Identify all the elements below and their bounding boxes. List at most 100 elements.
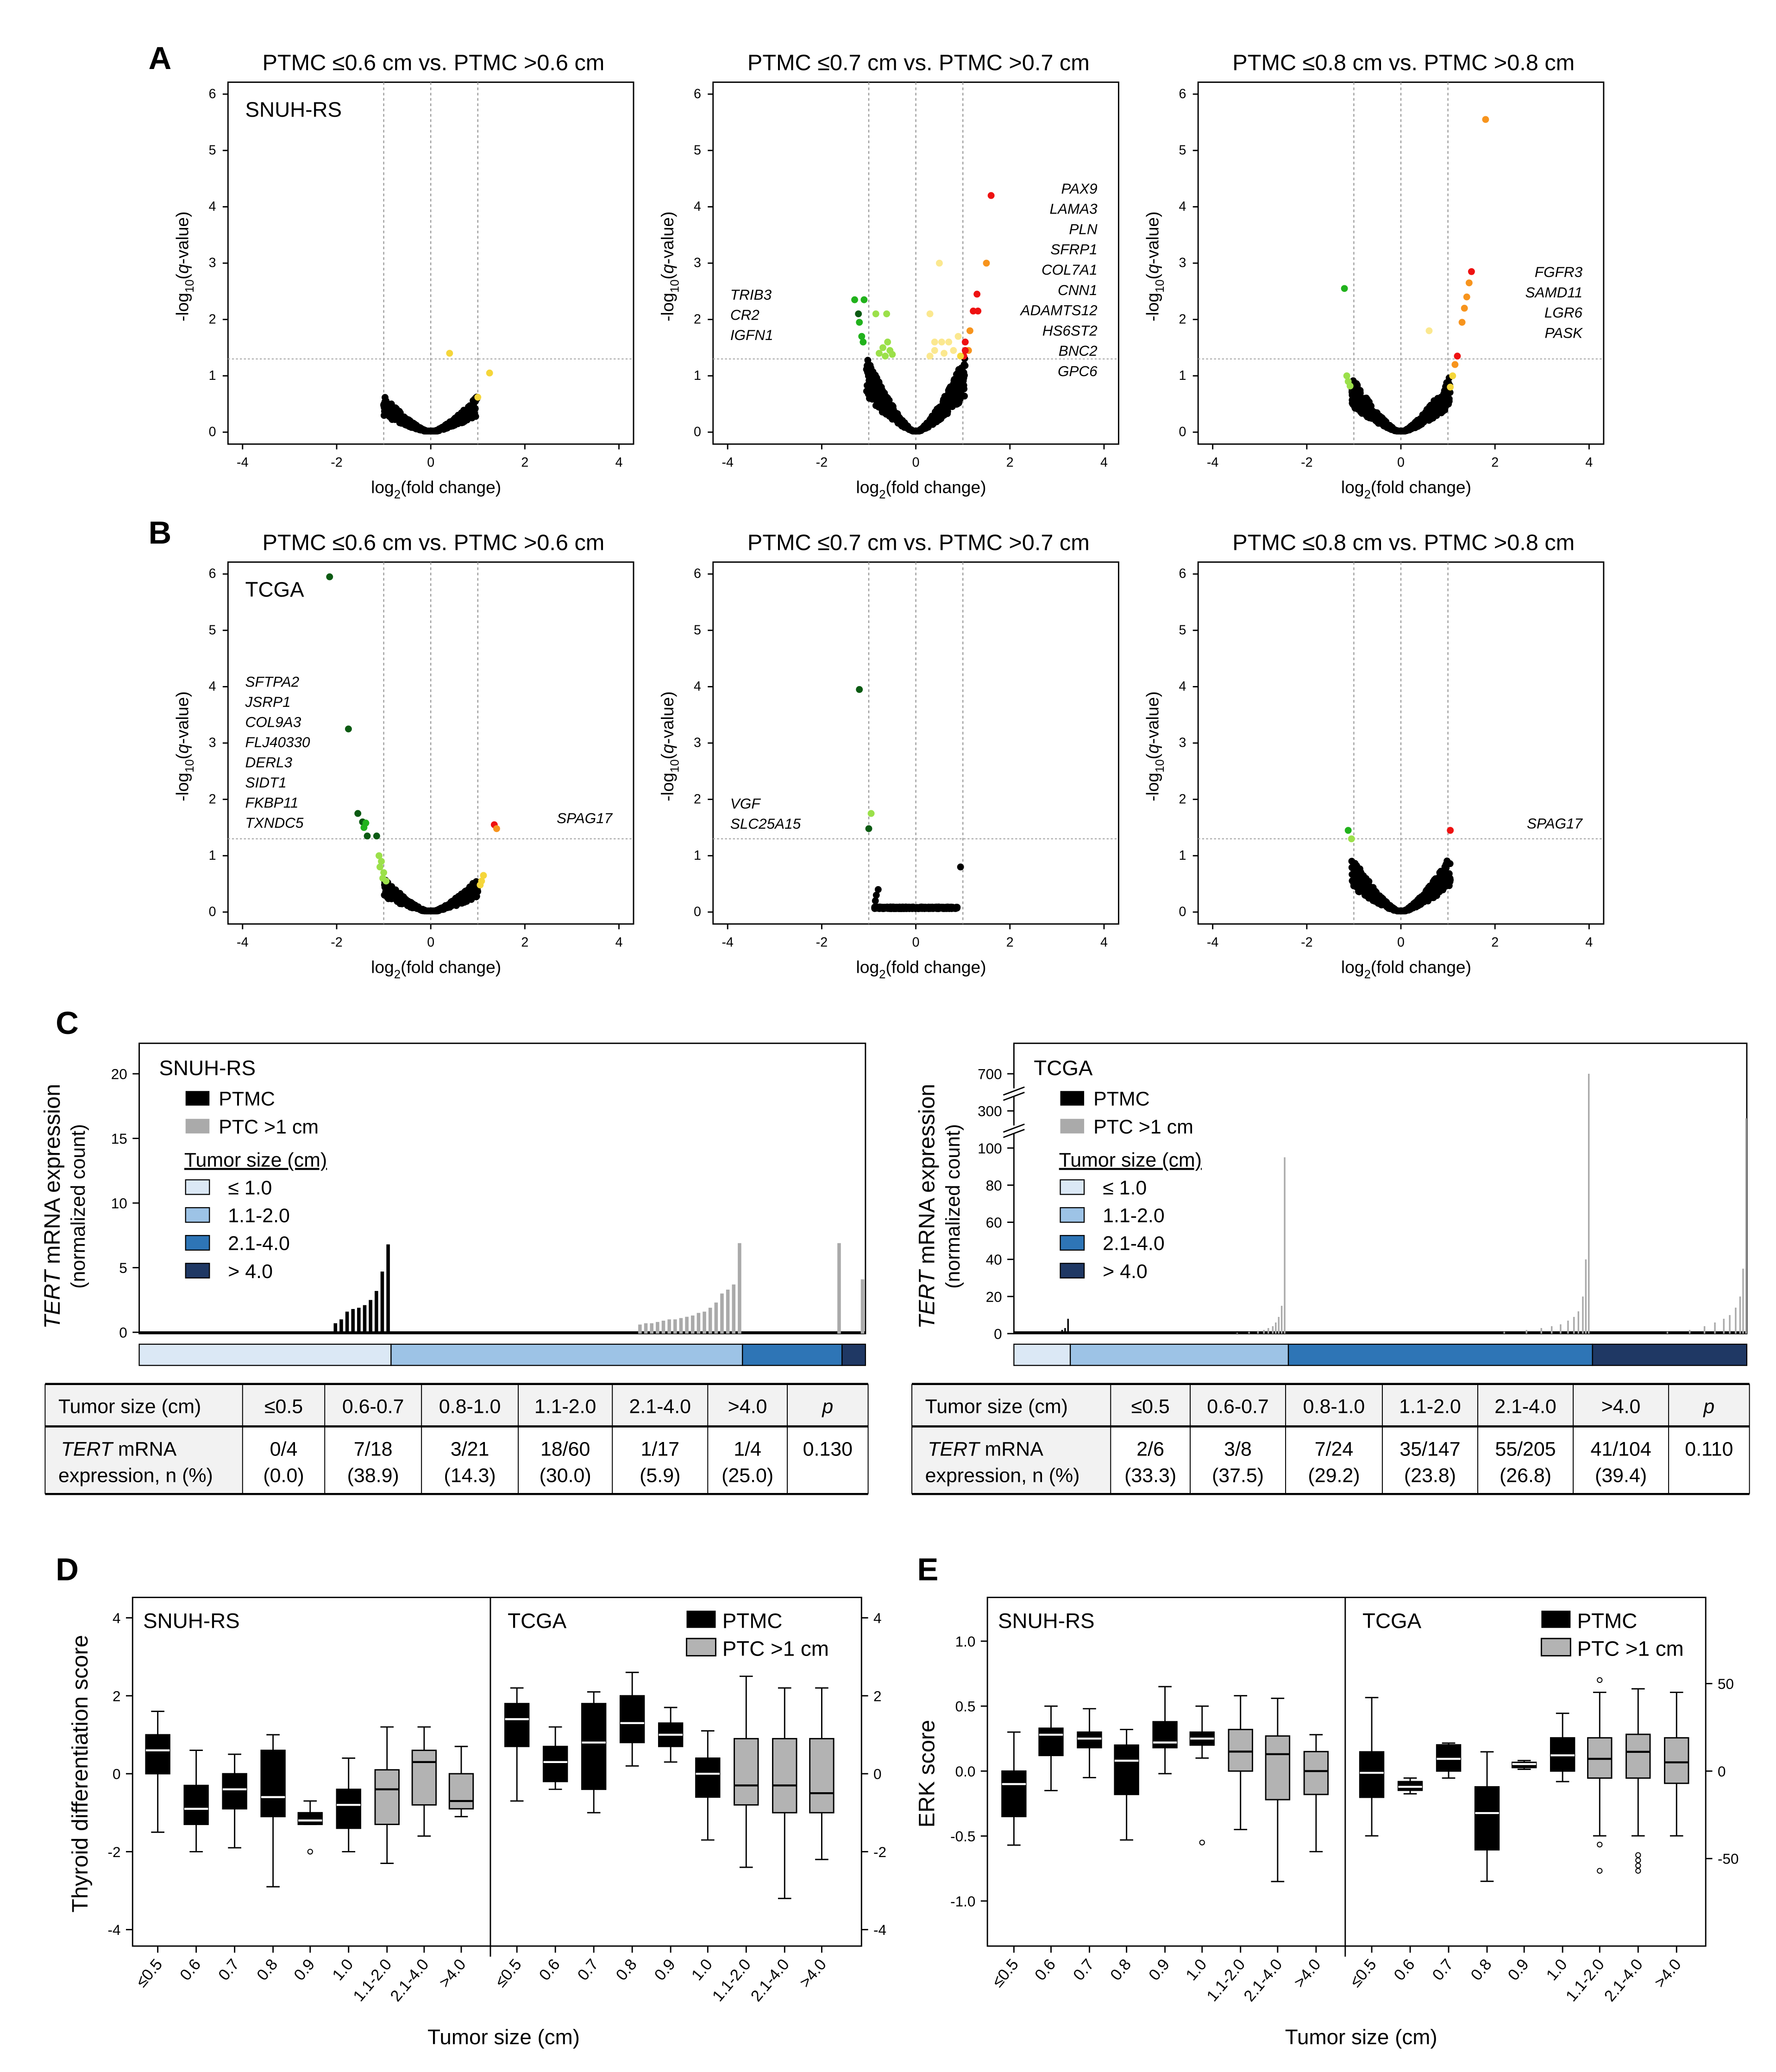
table-cell-percent: (14.3) — [444, 1464, 496, 1486]
significant-gene-point — [364, 832, 371, 840]
axis-break — [1003, 1125, 1025, 1134]
x-label-text: (fold change) — [1371, 957, 1471, 977]
x-axis-label: log2(fold change) — [856, 957, 986, 981]
ptc-box — [1265, 1735, 1291, 1801]
gene-label: COL7A1 — [1042, 262, 1098, 278]
gene-name: TERT — [915, 1269, 940, 1329]
table-header-cell: p — [821, 1396, 833, 1418]
ptmc-box — [1038, 1727, 1064, 1757]
legend-title: Tumor size (cm) — [1059, 1149, 1202, 1171]
x-tick-label: -2 — [331, 935, 342, 950]
table-row-label: TERT mRNA — [928, 1438, 1043, 1460]
y-label-text: q — [658, 264, 677, 274]
gene-point — [383, 398, 390, 406]
y-label-text: ( — [658, 753, 677, 759]
x-tick-label: 2 — [1006, 455, 1014, 470]
gene-point — [434, 427, 441, 435]
gene-label: CNN1 — [1058, 282, 1098, 298]
table-cell-count: 35/147 — [1399, 1438, 1460, 1460]
gene-label: JSRP1 — [245, 694, 291, 710]
y-label-text: -value) — [1142, 691, 1162, 744]
x-tick-label: ≤0.5 — [989, 1956, 1022, 1990]
tumor-size-band — [1287, 1343, 1593, 1366]
significant-gene-point — [872, 310, 879, 317]
gene-label: COL9A3 — [245, 714, 301, 730]
x-tick-label: 4 — [1585, 455, 1593, 470]
table-cell-percent: (38.9) — [347, 1464, 399, 1486]
significant-gene-point — [950, 347, 957, 354]
gene-name: TERT — [928, 1438, 980, 1460]
significant-gene-point — [961, 347, 969, 354]
gene-point — [1374, 892, 1381, 900]
table-cell-percent: (26.8) — [1500, 1464, 1551, 1486]
gene-point — [901, 420, 908, 428]
ptc-box — [411, 1750, 437, 1806]
gene-point — [423, 428, 431, 435]
x-tick-label: 0.6 — [536, 1956, 564, 1984]
y-tick-label: 4 — [113, 1610, 121, 1626]
legend-swatch-ptmc — [185, 1091, 210, 1106]
significant-gene-point — [1458, 319, 1466, 326]
gene-label: FLJ40330 — [245, 734, 310, 750]
y-tick-label: 0.0 — [955, 1763, 976, 1780]
outlier-point — [1635, 1852, 1641, 1858]
gene-label: FKBP11 — [245, 794, 299, 811]
x-tick-label: 0.7 — [215, 1956, 243, 1984]
significant-gene-point — [446, 350, 453, 357]
significant-gene-point — [931, 338, 938, 346]
y-tick-label: 15 — [111, 1131, 127, 1147]
gene-label: SPAG17 — [1527, 816, 1583, 832]
gene-point — [954, 369, 962, 377]
table-cell-percent: (25.0) — [722, 1464, 773, 1486]
y-tick-label: 4 — [694, 199, 701, 214]
gene-point — [1445, 870, 1453, 877]
gene-label: TRIB3 — [730, 287, 772, 303]
y-label-sub: 10 — [183, 759, 196, 773]
y-tick-label: 3 — [209, 256, 216, 271]
gene-point — [1360, 405, 1368, 412]
table-header-cell: ≤0.5 — [1131, 1396, 1170, 1418]
y-axis-label: -log10(q-value) — [172, 212, 196, 321]
gene-point — [1396, 907, 1403, 914]
table-cell-p: 0.110 — [1685, 1438, 1733, 1460]
x-tick-label: 0.8 — [1468, 1956, 1495, 1984]
x-tick-label: -4 — [237, 935, 249, 950]
gene-point — [452, 418, 460, 426]
x-tick-label: -2 — [331, 455, 342, 470]
y-tick-label: 2 — [1179, 792, 1186, 806]
gene-point — [1424, 410, 1431, 417]
x-tick-label: 1.1-2.0 — [1563, 1956, 1608, 2005]
legend-swatch-ptc — [1540, 1637, 1571, 1656]
significant-gene-point — [945, 338, 953, 346]
legend-label-size: 2.1-4.0 — [1103, 1233, 1165, 1255]
gene-point — [958, 380, 965, 387]
y-axis-label: -log10(q-value) — [658, 212, 681, 321]
x-tick-label: >4.0 — [436, 1956, 470, 1991]
y-label-text: -value) — [172, 691, 192, 744]
gene-point — [929, 412, 936, 420]
x-tick-label: 1.1-2.0 — [350, 1956, 395, 2005]
y-tick-label: 6 — [694, 87, 701, 101]
gene-point — [1367, 894, 1374, 901]
ptmc-box — [260, 1750, 286, 1818]
tumor-size-band — [841, 1343, 866, 1366]
y-tick-label: 6 — [209, 87, 216, 101]
x-tick-label: 2 — [1006, 935, 1014, 950]
outlier-point — [1597, 1841, 1603, 1848]
table-cell-percent: (39.4) — [1595, 1464, 1647, 1486]
x-tick-label: -4 — [237, 455, 249, 470]
x-label-text: (fold change) — [401, 957, 501, 977]
gene-point — [884, 394, 891, 402]
x-tick-label: 0 — [1397, 935, 1405, 950]
y-label-sub: 10 — [1154, 279, 1167, 293]
significant-gene-point — [380, 869, 388, 876]
significant-gene-point — [493, 825, 500, 832]
ptmc-box — [222, 1773, 247, 1810]
significant-gene-point — [1346, 382, 1354, 390]
x-axis-label: log2(fold change) — [1341, 957, 1471, 981]
y-label-text: q — [658, 744, 677, 754]
ptmc-box — [1114, 1744, 1139, 1795]
y-tick-label: 2 — [873, 1688, 882, 1704]
gene-point — [864, 357, 872, 364]
